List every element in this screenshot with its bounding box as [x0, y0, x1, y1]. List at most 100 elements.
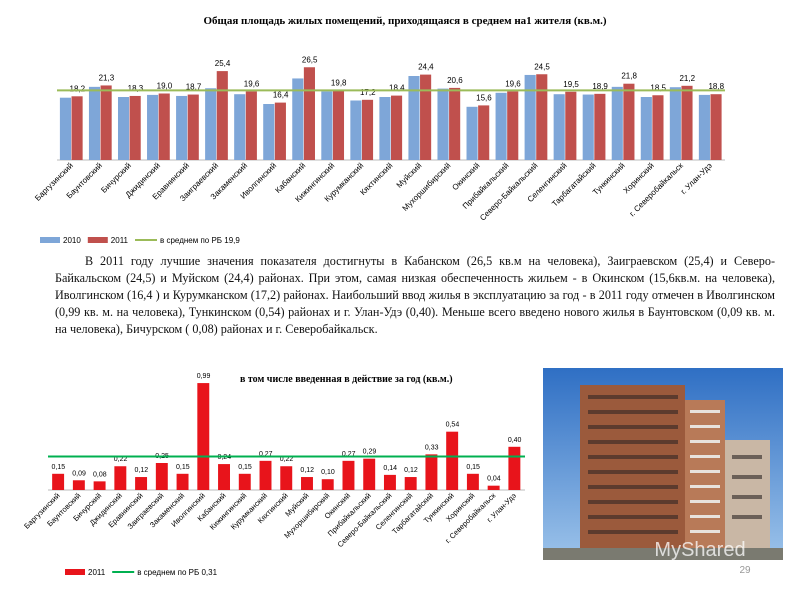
bar — [681, 85, 693, 160]
bar — [292, 78, 304, 160]
legend-swatch — [40, 237, 60, 243]
bar — [263, 104, 275, 160]
bar — [425, 454, 438, 490]
bar — [446, 431, 459, 490]
bar — [100, 85, 112, 160]
bar — [487, 485, 500, 490]
legend-swatch — [65, 569, 85, 575]
legend-label: в среднем по РБ 0,31 — [137, 568, 217, 577]
bar — [710, 94, 722, 160]
data-label: 0,24 — [217, 454, 231, 461]
bar — [321, 479, 334, 490]
bar — [623, 83, 635, 160]
bar — [420, 74, 432, 160]
bar — [135, 477, 148, 490]
bar — [52, 473, 65, 490]
data-label: 0,10 — [321, 469, 335, 476]
bar — [361, 99, 374, 160]
bar — [383, 474, 396, 490]
data-label: 0,15 — [52, 464, 66, 471]
paragraph: В 2011 году лучшие значения показателя д… — [55, 254, 775, 336]
bar — [553, 94, 565, 160]
bar — [652, 95, 664, 160]
legend-label: 2010 — [63, 236, 81, 245]
data-label: 18,2 — [70, 84, 86, 93]
bar — [114, 466, 127, 490]
data-label: 0,54 — [446, 422, 460, 429]
bar — [71, 96, 83, 160]
data-label: 17,2 — [360, 88, 376, 97]
bar — [129, 95, 141, 160]
bar — [245, 91, 257, 160]
bar — [332, 90, 345, 160]
x-tick-label: г. Северобайкальск — [628, 161, 686, 219]
legend-label: 2011 — [88, 568, 106, 577]
photo — [543, 368, 783, 560]
data-label: 0,40 — [508, 437, 522, 444]
data-label: 16,4 — [273, 91, 289, 100]
bar — [640, 97, 652, 160]
bar — [404, 477, 417, 490]
bar — [147, 94, 159, 160]
bar — [466, 473, 479, 490]
watermark: MyShared — [654, 539, 745, 561]
legend-swatch — [87, 237, 108, 243]
chart-title: в том числе введенная в действие за год … — [240, 374, 453, 385]
bar — [301, 477, 313, 490]
bar — [59, 97, 72, 160]
data-label: 15,6 — [476, 93, 492, 102]
data-label: 20,6 — [447, 76, 463, 85]
bar — [466, 106, 478, 160]
legend-label: 2011 — [111, 236, 129, 245]
bar — [176, 473, 189, 490]
data-label: 0,27 — [342, 451, 356, 458]
bar — [495, 92, 507, 160]
bar — [350, 100, 362, 160]
bar — [437, 88, 449, 160]
data-label: 18,7 — [186, 83, 202, 92]
data-label: 0,08 — [93, 471, 107, 478]
bar — [280, 466, 293, 490]
data-label: 25,4 — [215, 59, 231, 68]
bar — [197, 383, 210, 490]
data-label: 21,2 — [679, 74, 695, 83]
data-label: 0,33 — [425, 444, 439, 451]
data-label: 0,22 — [114, 456, 128, 463]
bar — [187, 94, 199, 160]
bar — [158, 93, 170, 160]
bar — [363, 458, 376, 490]
bar — [238, 473, 251, 490]
bar — [155, 463, 168, 490]
data-label: 18,4 — [389, 84, 405, 93]
data-label: 19,5 — [563, 80, 579, 89]
x-tick-label: Муйский — [395, 161, 424, 190]
page-number: 29 — [739, 565, 751, 576]
bar — [274, 102, 286, 160]
bar — [72, 480, 85, 490]
data-label: 19,0 — [157, 82, 173, 91]
bar — [342, 460, 355, 490]
data-label: 19,8 — [331, 79, 347, 88]
data-label: 0,09 — [72, 470, 86, 477]
bar — [611, 86, 623, 160]
data-label: 18,8 — [708, 82, 724, 91]
data-label: 26,5 — [302, 55, 318, 64]
data-label: 0,12 — [300, 467, 314, 474]
bar — [478, 105, 490, 160]
bar — [698, 94, 710, 160]
bar — [391, 95, 403, 160]
data-label: 0,15 — [466, 464, 480, 471]
x-tick-label: г. Улан-Удэ — [679, 161, 714, 196]
data-label: 0,15 — [238, 464, 252, 471]
data-label: 0,27 — [259, 451, 273, 458]
data-label: 0,29 — [363, 449, 377, 456]
bar — [507, 91, 519, 160]
bar — [216, 71, 228, 160]
bar — [88, 86, 101, 160]
data-label: 0,12 — [404, 467, 418, 474]
bar — [669, 87, 681, 160]
bar — [321, 91, 333, 160]
data-label: 24,5 — [534, 62, 550, 71]
